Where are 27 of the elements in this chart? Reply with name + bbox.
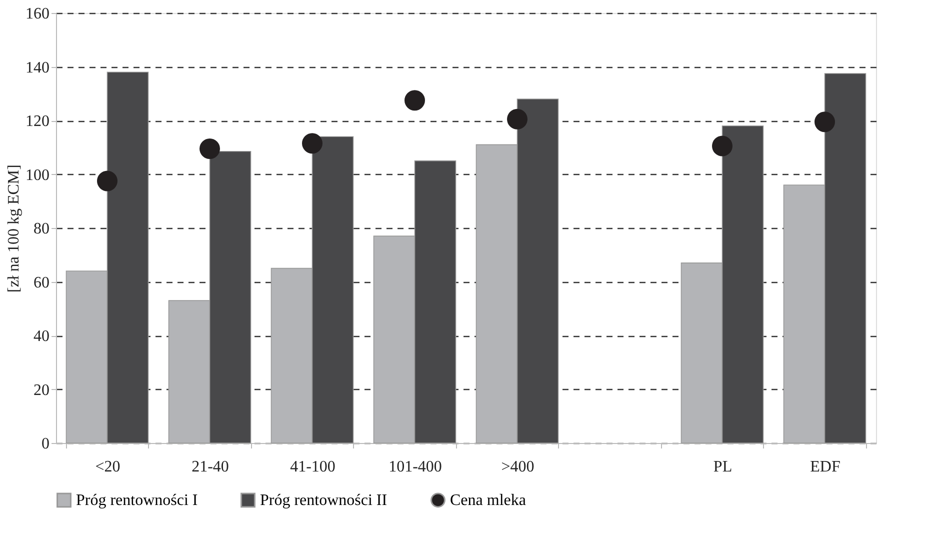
- legend-label: Próg rentowności I: [76, 492, 198, 510]
- point: [507, 108, 528, 130]
- y-tick-label: 40: [34, 328, 50, 345]
- legend-label: Cena mleka: [450, 492, 526, 510]
- y-tick-label: 60: [34, 274, 50, 292]
- y-tick-label: 100: [26, 166, 50, 184]
- point: [200, 138, 220, 159]
- y-axis-title: [zł na 100 kg ECM]: [6, 164, 22, 292]
- legend-label: Próg rentowności II: [260, 492, 388, 510]
- y-tick-label: 160: [26, 6, 50, 22]
- y-tick-label: 80: [34, 220, 50, 238]
- point: [97, 170, 118, 192]
- y-tick-label: 120: [26, 113, 50, 130]
- y-tick-label: 20: [34, 382, 50, 399]
- x-tick-label: EDF: [810, 458, 840, 476]
- point: [814, 112, 835, 132]
- x-tick-label: 101-400: [388, 458, 442, 476]
- y-tick-label: 0: [42, 436, 50, 452]
- x-tick-label: <20: [95, 458, 120, 476]
- point: [404, 90, 425, 111]
- x-tick-label: 21-40: [192, 458, 229, 476]
- x-tick-label: PL: [713, 458, 732, 476]
- y-tick-label: 140: [26, 59, 50, 76]
- x-tick-label: >400: [501, 458, 534, 476]
- x-tick-label: 41-100: [290, 458, 336, 476]
- point: [302, 133, 322, 154]
- point: [712, 136, 732, 156]
